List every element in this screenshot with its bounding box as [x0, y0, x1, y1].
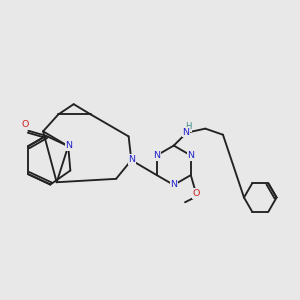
- Text: N: N: [170, 181, 177, 190]
- Text: N: N: [187, 151, 194, 160]
- Text: N: N: [182, 128, 190, 136]
- Text: O: O: [22, 121, 29, 130]
- Text: H: H: [185, 122, 191, 131]
- Text: N: N: [153, 151, 160, 160]
- Text: O: O: [192, 189, 200, 198]
- Text: N: N: [65, 141, 72, 150]
- Text: N: N: [128, 155, 136, 164]
